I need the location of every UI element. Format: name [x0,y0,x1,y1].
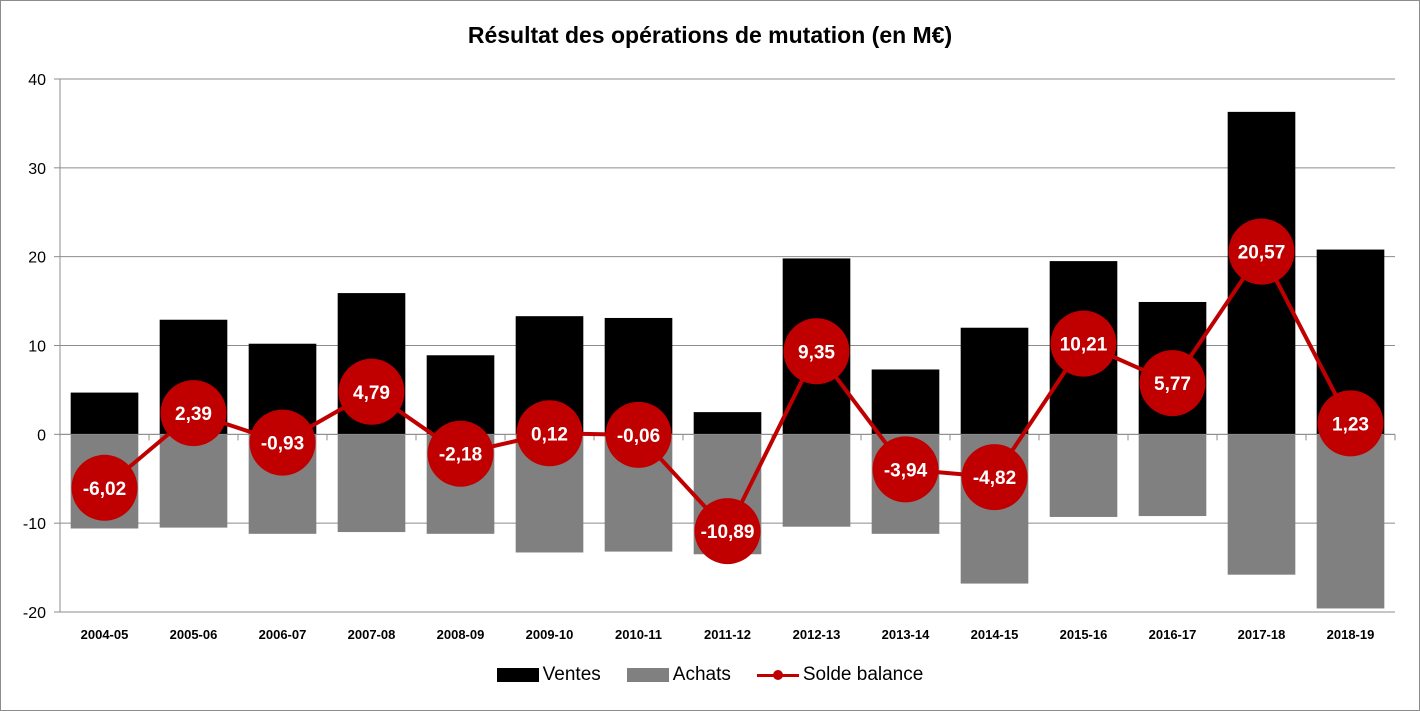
solde-point [694,498,761,565]
solde-data-label: -0,93 [261,434,304,455]
y-tick-label: 0 [37,427,46,444]
legend-swatch-achats [626,668,669,682]
x-tick-label: 2005-06 [170,627,218,642]
solde-data-label: 2,39 [175,404,212,425]
legend-swatch-ventes [496,668,539,682]
solde-data-label: -10,89 [701,522,755,543]
solde-point [1050,310,1117,377]
chart-title: Résultat des opérations de mutation (en … [467,22,953,48]
x-tick-label: 2017-18 [1238,627,1286,642]
legend-item-achats: Achats [626,664,731,686]
y-tick-label: -10 [23,516,46,533]
bar-achats [782,434,851,527]
solde-data-label: 10,21 [1060,335,1108,356]
legend-label-solde: Solde balance [802,664,924,685]
solde-point [71,454,138,521]
x-tick-label: 2013-14 [882,627,930,642]
legend-item-ventes: Ventes [496,664,601,686]
solde-data-label: -4,82 [973,468,1016,489]
solde-data-label: 1,23 [1332,414,1369,435]
legend-item-solde: Solde balance [756,664,924,686]
x-tick-label: 2011-12 [704,627,751,642]
solde-point [961,444,1028,511]
bar-achats [1049,434,1118,517]
legend-label-ventes: Ventes [542,664,601,685]
solde-point [516,400,583,467]
solde-data-label: 20,57 [1238,243,1286,264]
solde-data-label: 0,12 [531,424,568,445]
x-tick-label: 2015-16 [1060,627,1108,642]
solde-data-label: 5,77 [1154,374,1191,395]
y-tick-label: -20 [23,605,46,622]
bar-ventes [960,327,1029,435]
bar-achats [159,434,228,528]
bar-achats [337,434,406,533]
solde-data-label: -0,06 [617,426,660,447]
chart-legend: Ventes Achats Solde balance [0,664,1420,686]
solde-data-label: 9,35 [798,342,835,363]
y-tick-label: 10 [28,339,46,356]
solde-point [783,318,850,385]
solde-point [338,358,405,425]
solde-point [872,436,939,503]
x-tick-label: 2010-11 [615,627,662,642]
solde-point [1139,350,1206,417]
bar-achats [1138,434,1207,517]
y-tick-label: 30 [28,161,46,178]
bar-ventes [70,392,139,435]
solde-data-label: -6,02 [83,479,126,500]
x-tick-label: 2018-19 [1327,627,1375,642]
x-tick-label: 2004-05 [81,627,129,642]
solde-point [1228,218,1295,285]
bar-achats [1316,434,1385,609]
solde-data-label: -2,18 [439,445,482,466]
solde-point [1317,390,1384,457]
x-tick-label: 2006-07 [259,627,307,642]
solde-point [427,420,494,487]
x-tick-label: 2016-17 [1149,627,1197,642]
bar-ventes [871,369,940,435]
solde-point [249,409,316,476]
x-tick-label: 2008-09 [437,627,485,642]
solde-data-label: -3,94 [884,460,928,481]
y-tick-label: 40 [28,72,46,89]
x-tick-label: 2014-15 [971,627,1019,642]
bar-ventes [693,412,762,435]
solde-point [605,401,672,468]
x-tick-label: 2009-10 [526,627,574,642]
bar-achats [1227,434,1296,575]
solde-data-label: 4,79 [353,383,390,404]
legend-swatch-solde [756,668,799,682]
x-tick-label: 2007-08 [348,627,396,642]
legend-label-achats: Achats [672,664,731,685]
x-tick-label: 2012-13 [793,627,841,642]
y-tick-label: 20 [28,250,46,267]
solde-point [160,380,227,447]
